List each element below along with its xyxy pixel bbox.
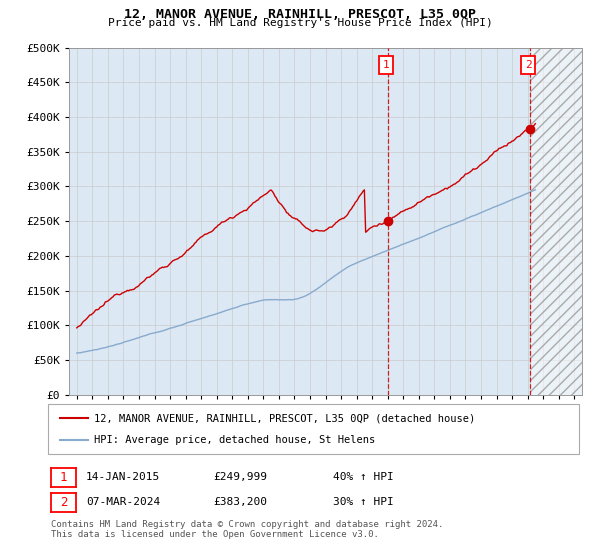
Bar <box>530 48 582 395</box>
Text: 1: 1 <box>60 470 67 484</box>
Text: HPI: Average price, detached house, St Helens: HPI: Average price, detached house, St H… <box>94 435 376 445</box>
Text: Price paid vs. HM Land Registry's House Price Index (HPI): Price paid vs. HM Land Registry's House … <box>107 18 493 29</box>
Text: 14-JAN-2015: 14-JAN-2015 <box>86 472 160 482</box>
Text: 12, MANOR AVENUE, RAINHILL, PRESCOT, L35 0QP (detached house): 12, MANOR AVENUE, RAINHILL, PRESCOT, L35… <box>94 413 475 423</box>
Bar <box>530 48 582 395</box>
Text: 1: 1 <box>383 60 389 70</box>
Text: £383,200: £383,200 <box>213 497 267 507</box>
Text: This data is licensed under the Open Government Licence v3.0.: This data is licensed under the Open Gov… <box>51 530 379 539</box>
Text: £249,999: £249,999 <box>213 472 267 482</box>
Text: 2: 2 <box>524 60 532 70</box>
Text: 2: 2 <box>60 496 67 509</box>
Text: 12, MANOR AVENUE, RAINHILL, PRESCOT, L35 0QP: 12, MANOR AVENUE, RAINHILL, PRESCOT, L35… <box>124 8 476 21</box>
Text: 30% ↑ HPI: 30% ↑ HPI <box>333 497 394 507</box>
Text: Contains HM Land Registry data © Crown copyright and database right 2024.: Contains HM Land Registry data © Crown c… <box>51 520 443 529</box>
Text: 07-MAR-2024: 07-MAR-2024 <box>86 497 160 507</box>
Text: 40% ↑ HPI: 40% ↑ HPI <box>333 472 394 482</box>
